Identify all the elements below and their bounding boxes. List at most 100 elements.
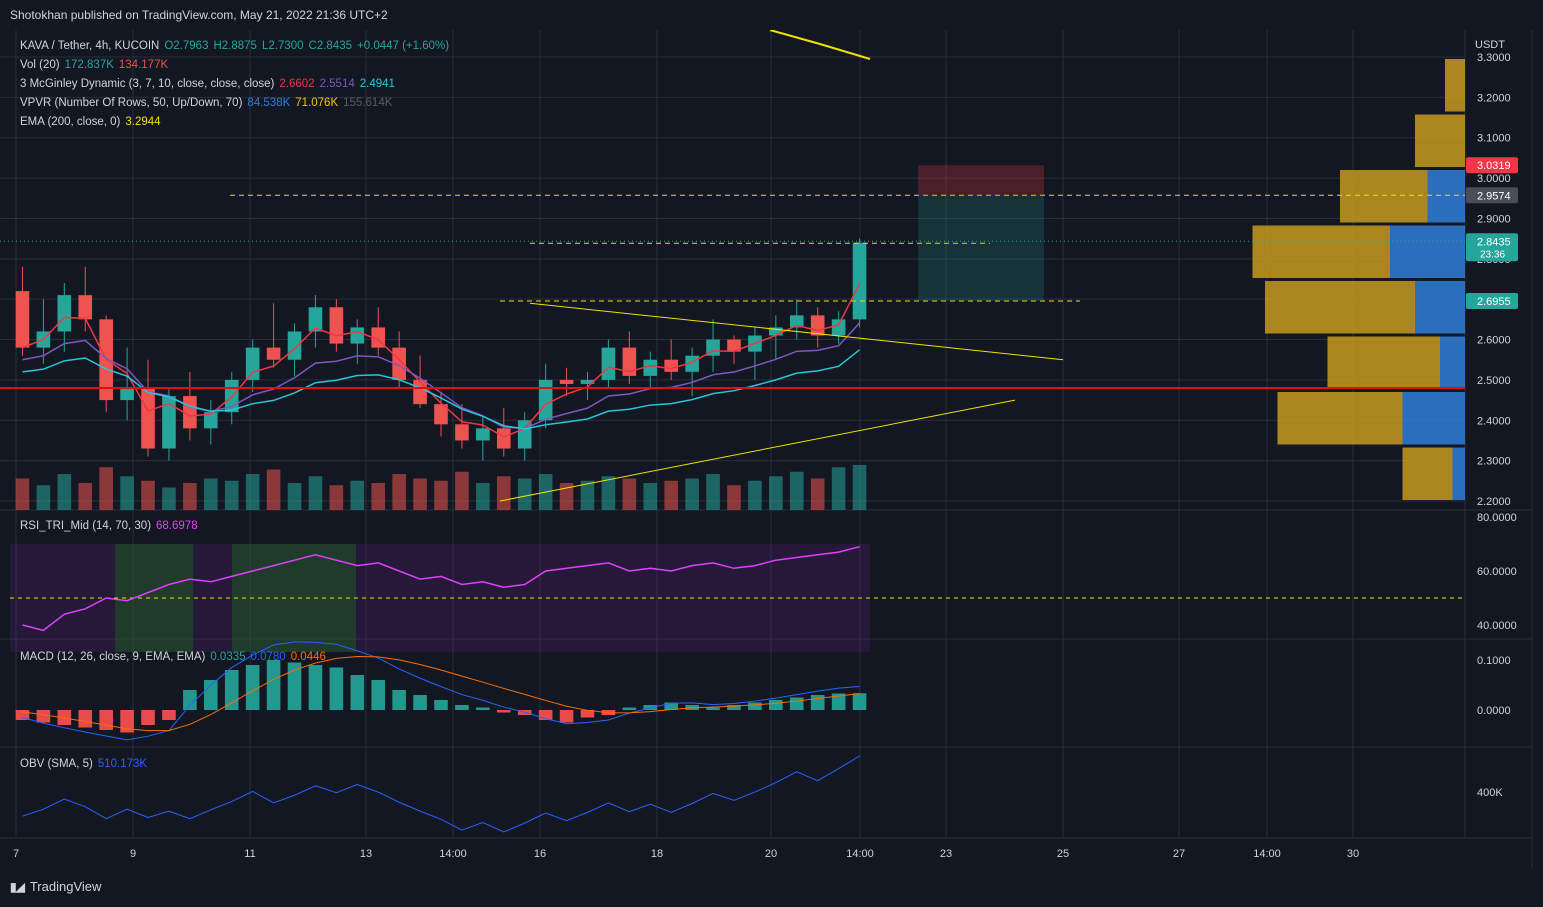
macd-histogram-bar [36,710,51,723]
volume-bar [748,480,762,510]
volume-bar [371,483,386,510]
macd-histogram-bar [580,710,595,718]
candle-body [204,412,218,429]
volume-bar [36,485,51,510]
price-tag [1466,233,1518,262]
candle-body [538,379,553,421]
volume-bar [245,474,260,510]
volume-bar [78,483,93,510]
vpvr-up-bar [1452,447,1465,500]
volume-bar [580,480,595,510]
macd-histogram-bar [455,705,469,710]
candle-body [183,396,197,429]
macd-histogram-bar [162,710,176,720]
macd-histogram-bar [141,710,155,725]
macd-histogram-bar [413,695,427,710]
tradingview-logo[interactable]: ▮◢ TradingView [10,879,101,894]
volume-bar [476,483,490,510]
candle-body [601,347,616,380]
price-tick-label: 2.2000 [1477,496,1511,508]
vpvr-down-bar [1327,336,1440,389]
legend-vol-v1: 172.837K [64,59,114,71]
time-tick-label: 18 [651,848,663,860]
volume-bar [15,478,30,510]
candle-body [496,428,511,449]
volume-bar [643,483,658,510]
price-tick-label: 2.6000 [1477,335,1511,347]
candle-body [162,396,176,449]
candle-body [57,295,72,332]
legend-ema-v1: 3.2944 [125,116,161,128]
obv-tick-label: 400K [1477,787,1503,799]
macd-histogram-bar [15,710,30,720]
tv-logo-icon: ▮◢ [10,879,25,894]
ema-200-line [769,30,871,60]
vpvr-down-bar [1402,447,1453,500]
volume-bar [831,467,846,510]
candle-body [329,307,344,344]
macd-histogram-bar [78,710,93,728]
price-tag-label: 3.0319 [1477,160,1511,172]
volume-bar [496,476,511,510]
macd-histogram-bar [287,662,302,710]
legend-open: O2.7963 [164,40,209,52]
legend-high: H2.8875 [213,40,257,52]
candle-body [413,379,427,405]
time-tick-label: 14:00 [1253,848,1281,860]
volume-bar [99,467,113,510]
candle-body [434,404,448,425]
volume-bar [308,476,323,510]
volume-bar [664,480,678,510]
macd-tick-label: 0.1000 [1477,655,1511,667]
candle-body [120,387,134,401]
vpvr-up-bar [1427,170,1465,223]
volume-bar [120,476,134,510]
legend-ema-label: EMA (200, close, 0) [20,116,121,128]
publish-text: Shotokhan published on TradingView.com, … [10,8,388,22]
vpvr-up-bar [1402,392,1465,445]
volume-bar [162,487,176,510]
candle-body [15,291,30,348]
legend-mcg-v2: 2.5514 [319,78,355,90]
mcginley-line-2 [22,322,861,430]
volume-bar [434,480,448,510]
candle-body [727,339,741,352]
candle-body [789,315,804,328]
time-tick-label: 25 [1057,848,1069,860]
short-target-box [918,195,1044,301]
trendline-upper [529,302,1064,361]
macd-histogram-bar [329,667,344,710]
macd-histogram-bar [350,675,365,710]
price-tag-label: 2.8435 [1477,236,1511,248]
legend-mcg-label: 3 McGinley Dynamic (3, 7, 10, close, clo… [20,78,275,90]
volume-bar [57,474,72,510]
macd-histogram-bar [789,697,804,710]
candle-body [517,420,532,449]
price-tick-label: 2.5000 [1477,375,1511,387]
macd-histogram-bar [245,665,260,710]
legend-vpvr-label: VPVR (Number Of Rows, 50, Up/Down, 70) [20,97,243,109]
legend-rsi-v1: 68.6978 [156,520,198,532]
footer: ▮◢ TradingView [0,870,1543,907]
vpvr-up-bar [1440,336,1465,389]
volume-bar [706,474,720,510]
price-tag-label: 2.9574 [1477,190,1511,202]
obv-line [22,755,860,833]
legend-mcg-v1: 2.6602 [279,78,315,90]
volume-bar [224,480,239,510]
time-tick-label: 27 [1173,848,1185,860]
volume-bar [559,483,574,510]
price-tick-label: 2.4000 [1477,415,1511,427]
legend-main: KAVA / Tether, 4h, KUCOIN O2.7963 H2.8875 L… [20,40,454,52]
vpvr-down-bar [1265,281,1415,334]
time-tick-label: 14:00 [846,848,874,860]
legend-mcg-v3: 2.4941 [359,78,395,90]
macd-histogram-bar [706,707,720,710]
candle-body [455,424,469,441]
volume-bar [727,485,741,510]
legend-vol-v2: 134.177K [118,59,169,71]
legend-symbol: KAVA / Tether, 4h, KUCOIN [20,40,160,52]
currency-label: USDT [1475,39,1505,51]
volume-bar [287,483,302,510]
chart-canvas[interactable]: 2.20002.30002.40002.50002.60002.70002.80… [0,30,1543,870]
